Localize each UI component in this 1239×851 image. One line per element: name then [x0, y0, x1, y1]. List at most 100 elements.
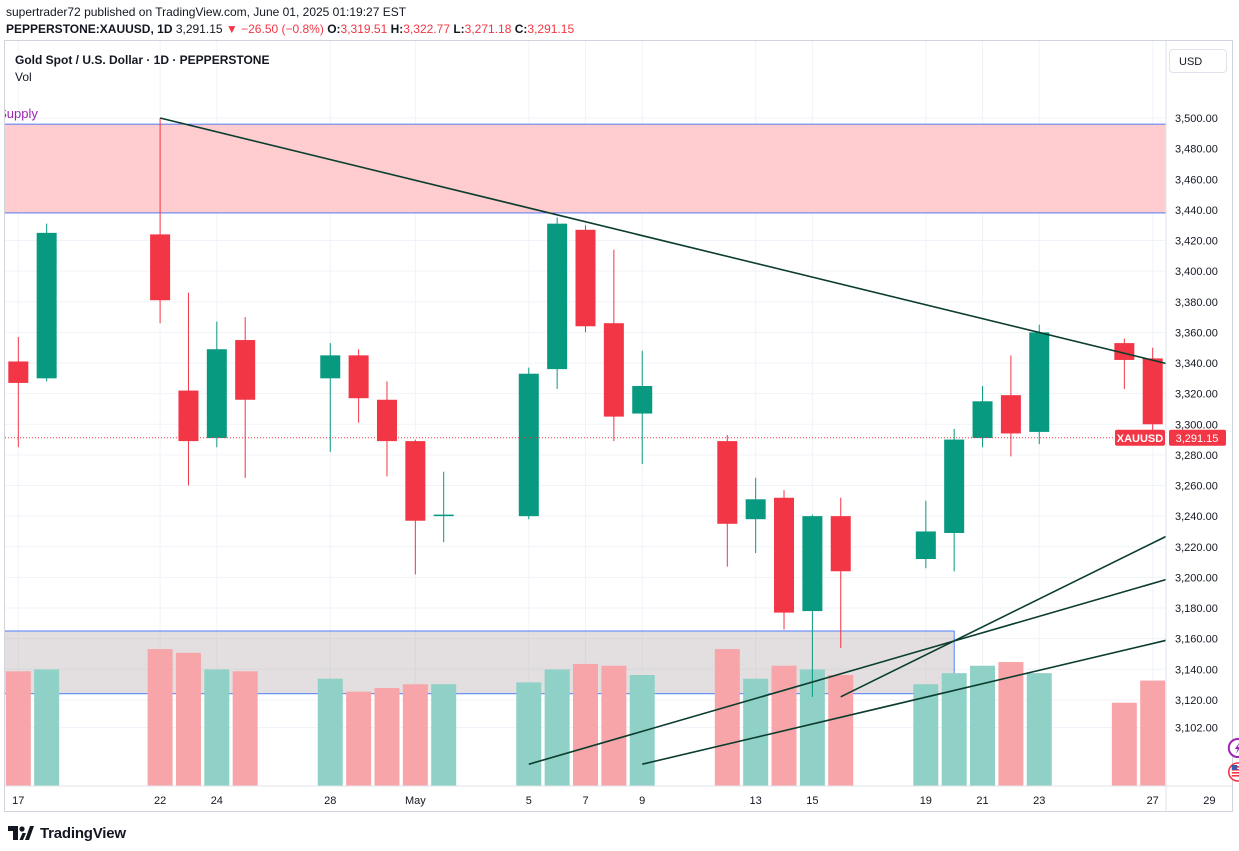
candle-body[interactable]: [972, 401, 993, 439]
candle-body[interactable]: [405, 441, 426, 521]
candle-body[interactable]: [575, 229, 596, 327]
price-tick-label: 3,300.00: [1175, 419, 1218, 431]
candle-body[interactable]: [36, 232, 57, 379]
time-tick-label: 21: [976, 795, 988, 807]
price-tick-label: 3,400.00: [1175, 266, 1218, 278]
candle-body[interactable]: [745, 499, 766, 520]
time-tick-label: 9: [639, 795, 645, 807]
price-tag-symbol: XAUUSD: [1117, 433, 1164, 445]
candle-body[interactable]: [1029, 332, 1050, 432]
candle-body[interactable]: [178, 390, 199, 442]
volume-bar: [147, 649, 173, 786]
price-tick-label: 3,140.00: [1175, 664, 1218, 676]
candle-body[interactable]: [915, 531, 936, 560]
price-tick-label: 3,180.00: [1175, 603, 1218, 615]
tradingview-brand: TradingView: [40, 824, 126, 842]
candle-body[interactable]: [1228, 395, 1239, 438]
trendline[interactable]: [528, 427, 1239, 765]
candle-body[interactable]: [830, 516, 851, 572]
candle-body[interactable]: [235, 340, 256, 400]
price-tick-label: 3,240.00: [1175, 511, 1218, 523]
volume-bar: [317, 678, 343, 786]
candlesticks: [8, 118, 1239, 697]
volume-bar: [913, 684, 939, 786]
us-flag-event-icon[interactable]: [1227, 762, 1239, 782]
time-tick-label: 28: [324, 795, 336, 807]
candle-body[interactable]: [1000, 395, 1021, 434]
us-flag-canton: [1231, 765, 1238, 770]
candle-body[interactable]: [518, 373, 539, 517]
chart-frame: [4, 40, 1233, 812]
price-tick-label: 3,320.00: [1175, 389, 1218, 401]
trendline[interactable]: [642, 516, 1239, 765]
volume-bar: [402, 684, 428, 786]
volume-bar: [573, 663, 598, 786]
trendline[interactable]: [159, 117, 1239, 492]
candle-body[interactable]: [802, 516, 823, 612]
candle-body[interactable]: [944, 439, 965, 533]
candle-body[interactable]: [206, 349, 227, 439]
time-tick-label: 15: [806, 795, 818, 807]
time-tick-label: 27: [1147, 795, 1159, 807]
time-tick-label: May: [405, 795, 426, 807]
price-tag-value-bg: [1169, 429, 1226, 446]
price-tick-label: 3,220.00: [1175, 542, 1218, 554]
publisher-line: supertrader72 published on TradingView.c…: [6, 5, 406, 19]
candle-body[interactable]: [376, 399, 397, 442]
publisher-text: published on TradingView.com, June 01, 2…: [84, 5, 407, 19]
ticker-symbol: PEPPERSTONE:XAUUSD, 1D: [6, 22, 173, 36]
candle-body[interactable]: [717, 441, 738, 524]
price-tick-label: 3,360.00: [1175, 327, 1218, 339]
candle-body[interactable]: [8, 361, 29, 383]
price-tag-value: 3,291.15: [1176, 433, 1219, 445]
publisher-user[interactable]: supertrader72: [6, 5, 81, 19]
close-label: C:: [514, 22, 528, 36]
time-tick-label: 23: [1033, 795, 1045, 807]
candle-body[interactable]: [547, 223, 568, 370]
volume-bar: [204, 669, 230, 786]
volume-bar: [1111, 702, 1137, 786]
supply-zone[interactable]: [0, 123, 1239, 214]
candle-body[interactable]: [603, 323, 624, 417]
last-price-tag: XAUUSD 3,291.15: [1115, 429, 1226, 446]
time-tick-label: 5: [526, 795, 532, 807]
volume-bar: [743, 678, 769, 786]
volume-bar: [629, 675, 655, 786]
tradingview-logo[interactable]: TradingView: [8, 823, 126, 843]
price-tick-label: 3,200.00: [1175, 572, 1218, 584]
time-tick-label: 7: [582, 795, 588, 807]
time-axis: 17222428May57913151921232729Jun461012: [5, 785, 1232, 807]
candle-body[interactable]: [774, 497, 795, 613]
price-tick-label: 3,380.00: [1175, 297, 1218, 309]
price-tick-label: 3,340.00: [1175, 358, 1218, 370]
high-value: 3,322.77: [403, 22, 450, 36]
trendline[interactable]: [840, 277, 1239, 698]
volume-bar: [544, 669, 570, 786]
tradingview-logo-icon: [8, 826, 34, 840]
candle-body[interactable]: [348, 355, 369, 399]
volume-bar: [714, 649, 740, 786]
currency-button[interactable]: USD: [1169, 49, 1227, 73]
supply-zone-label: ea of Supply: [0, 106, 38, 121]
price-tick-label: 3,480.00: [1175, 144, 1218, 156]
volume-bar: [998, 662, 1024, 786]
candle-body[interactable]: [320, 355, 341, 379]
volume-bar: [175, 652, 201, 786]
candle-body[interactable]: [632, 385, 653, 414]
high-label: H:: [390, 22, 404, 36]
low-value: 3,271.18: [464, 22, 512, 36]
candle-body[interactable]: [1142, 358, 1163, 425]
candle-body[interactable]: [433, 514, 454, 517]
price-tick-label: 3,500.00: [1175, 113, 1218, 125]
candle-body[interactable]: [150, 234, 171, 301]
volume-bar: [346, 691, 372, 786]
price-tick-label: 3,260.00: [1175, 481, 1218, 493]
volume-legend[interactable]: Vol: [15, 70, 32, 84]
open-label: O:: [327, 22, 341, 36]
price-tick-label: 3,420.00: [1175, 236, 1218, 248]
candle-body[interactable]: [1114, 343, 1135, 360]
series-title[interactable]: Gold Spot / U.S. Dollar · 1D · PEPPERSTO…: [15, 53, 270, 67]
volume-bar: [516, 682, 542, 786]
dividend-event-icon[interactable]: [1227, 738, 1239, 758]
